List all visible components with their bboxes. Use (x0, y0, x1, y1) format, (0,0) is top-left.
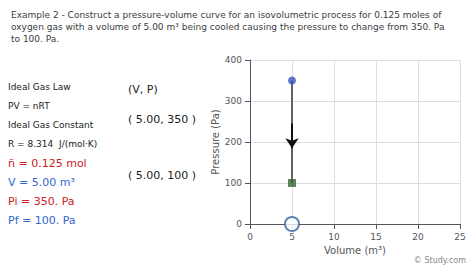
svg-text:Volume (m³): Volume (m³) (324, 245, 386, 256)
svg-text:oxygen gas with a volume of 5.: oxygen gas with a volume of 5.00 m³ bein… (11, 22, 444, 32)
svg-text:300: 300 (225, 96, 242, 106)
svg-text:5: 5 (289, 232, 295, 242)
svg-text:0: 0 (247, 232, 253, 242)
svg-text:Pi = 350. Pa: Pi = 350. Pa (8, 195, 75, 208)
svg-text:Pressure (Pa): Pressure (Pa) (210, 109, 221, 174)
svg-text:R = 8.314 J/(mol·K): R = 8.314 J/(mol·K) (8, 139, 97, 149)
svg-text:0: 0 (236, 219, 242, 229)
svg-text:to 100. Pa.: to 100. Pa. (11, 34, 59, 44)
svg-text:( 5.00, 350 ): ( 5.00, 350 ) (128, 113, 196, 126)
svg-text:Pf = 100. Pa: Pf = 100. Pa (8, 214, 76, 227)
svg-text:( 5.00, 100 ): ( 5.00, 100 ) (128, 169, 196, 182)
svg-text:25: 25 (454, 232, 465, 242)
svg-text:Ideal Gas Constant: Ideal Gas Constant (8, 120, 94, 130)
svg-text:Example 2 - Construct a pressu: Example 2 - Construct a pressure-volume … (11, 10, 442, 20)
svg-text:200: 200 (225, 137, 242, 147)
svg-text:15: 15 (370, 232, 381, 242)
svg-text:10: 10 (328, 232, 340, 242)
svg-text:(V, P): (V, P) (128, 83, 158, 96)
svg-text:PV = nRT: PV = nRT (8, 101, 50, 111)
svg-text:V = 5.00 m³: V = 5.00 m³ (8, 176, 75, 189)
svg-text:400: 400 (225, 55, 242, 65)
svg-text:© Study.com: © Study.com (414, 256, 466, 265)
svg-text:Ideal Gas Law: Ideal Gas Law (8, 82, 71, 92)
svg-text:ñ = 0.125 mol: ñ = 0.125 mol (8, 157, 87, 170)
svg-text:20: 20 (412, 232, 424, 242)
svg-text:100: 100 (225, 178, 242, 188)
